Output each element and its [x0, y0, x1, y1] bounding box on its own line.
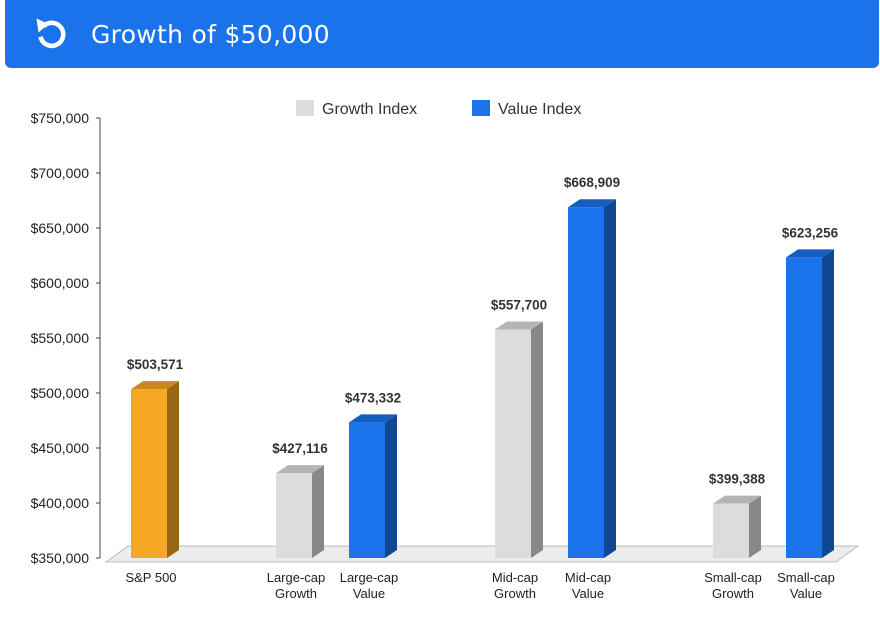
- y-tick-label: $750,000: [31, 110, 90, 126]
- legend-label: Value Index: [498, 101, 581, 118]
- chart-legend: Growth Index Value Index: [296, 100, 581, 118]
- category-label: S&P 500: [125, 570, 176, 585]
- bar-chart: Growth Index Value Index $350,000 $400,000…: [31, 100, 860, 601]
- category-label: Small-cap Value: [777, 570, 835, 601]
- bar-front: [713, 503, 749, 558]
- y-tick-label: $350,000: [31, 550, 90, 566]
- category-label: Large-cap Growth: [267, 570, 326, 601]
- bar-front: [568, 207, 604, 558]
- category-label: Mid-cap Value: [565, 570, 611, 601]
- bar: [276, 465, 324, 558]
- data-label: $473,332: [345, 390, 401, 405]
- data-label: $503,571: [127, 357, 184, 372]
- bar-top: [349, 414, 397, 423]
- bar-top: [131, 381, 179, 390]
- bar: [568, 199, 616, 558]
- data-label: $427,116: [272, 441, 328, 456]
- category-label: Large-cap Value: [340, 570, 399, 601]
- bar-side: [312, 465, 324, 558]
- bar-top: [495, 321, 543, 330]
- bar: [786, 249, 834, 558]
- bar-top: [276, 465, 324, 474]
- header-bar: Growth of $50,000: [5, 0, 879, 68]
- legend-swatch: [296, 100, 314, 116]
- data-label: $557,700: [491, 298, 547, 313]
- y-tick-label: $450,000: [31, 440, 90, 456]
- bar-front: [349, 422, 385, 558]
- bar-front: [786, 257, 822, 558]
- data-label: $623,256: [782, 225, 839, 240]
- bar-top: [713, 495, 761, 504]
- data-label: $399,388: [709, 472, 766, 487]
- category-label: Mid-cap Growth: [492, 570, 538, 601]
- legend-label: Growth Index: [322, 101, 417, 118]
- bar-front: [276, 473, 312, 558]
- bar-top: [568, 199, 616, 208]
- bar-side: [531, 321, 543, 558]
- bar: [713, 495, 761, 558]
- bar: [349, 414, 397, 558]
- y-tick-label: $650,000: [31, 220, 90, 236]
- bar-side: [167, 381, 179, 558]
- page-title: Growth of $50,000: [91, 19, 330, 49]
- bar-front: [495, 329, 531, 558]
- bar-front: [131, 389, 167, 558]
- y-tick-label: $600,000: [31, 275, 90, 291]
- bar-side: [749, 495, 761, 558]
- chart-bars: $503,571 S&P 500 $427,116 Large-cap Growth $4…: [125, 175, 838, 601]
- y-tick-label: $500,000: [31, 385, 90, 401]
- bar-top: [786, 249, 834, 258]
- bar: [131, 381, 179, 558]
- bar: [495, 321, 543, 558]
- y-tick-label: $400,000: [31, 495, 90, 511]
- y-tick-label: $700,000: [31, 165, 90, 181]
- bar-side: [385, 414, 397, 558]
- y-tick-label: $550,000: [31, 330, 90, 346]
- refresh-icon[interactable]: [31, 14, 71, 54]
- legend-swatch: [472, 100, 490, 116]
- category-label: Small-cap Growth: [704, 570, 762, 601]
- bar-side: [822, 249, 834, 558]
- bar-side: [604, 199, 616, 558]
- data-label: $668,909: [564, 175, 620, 190]
